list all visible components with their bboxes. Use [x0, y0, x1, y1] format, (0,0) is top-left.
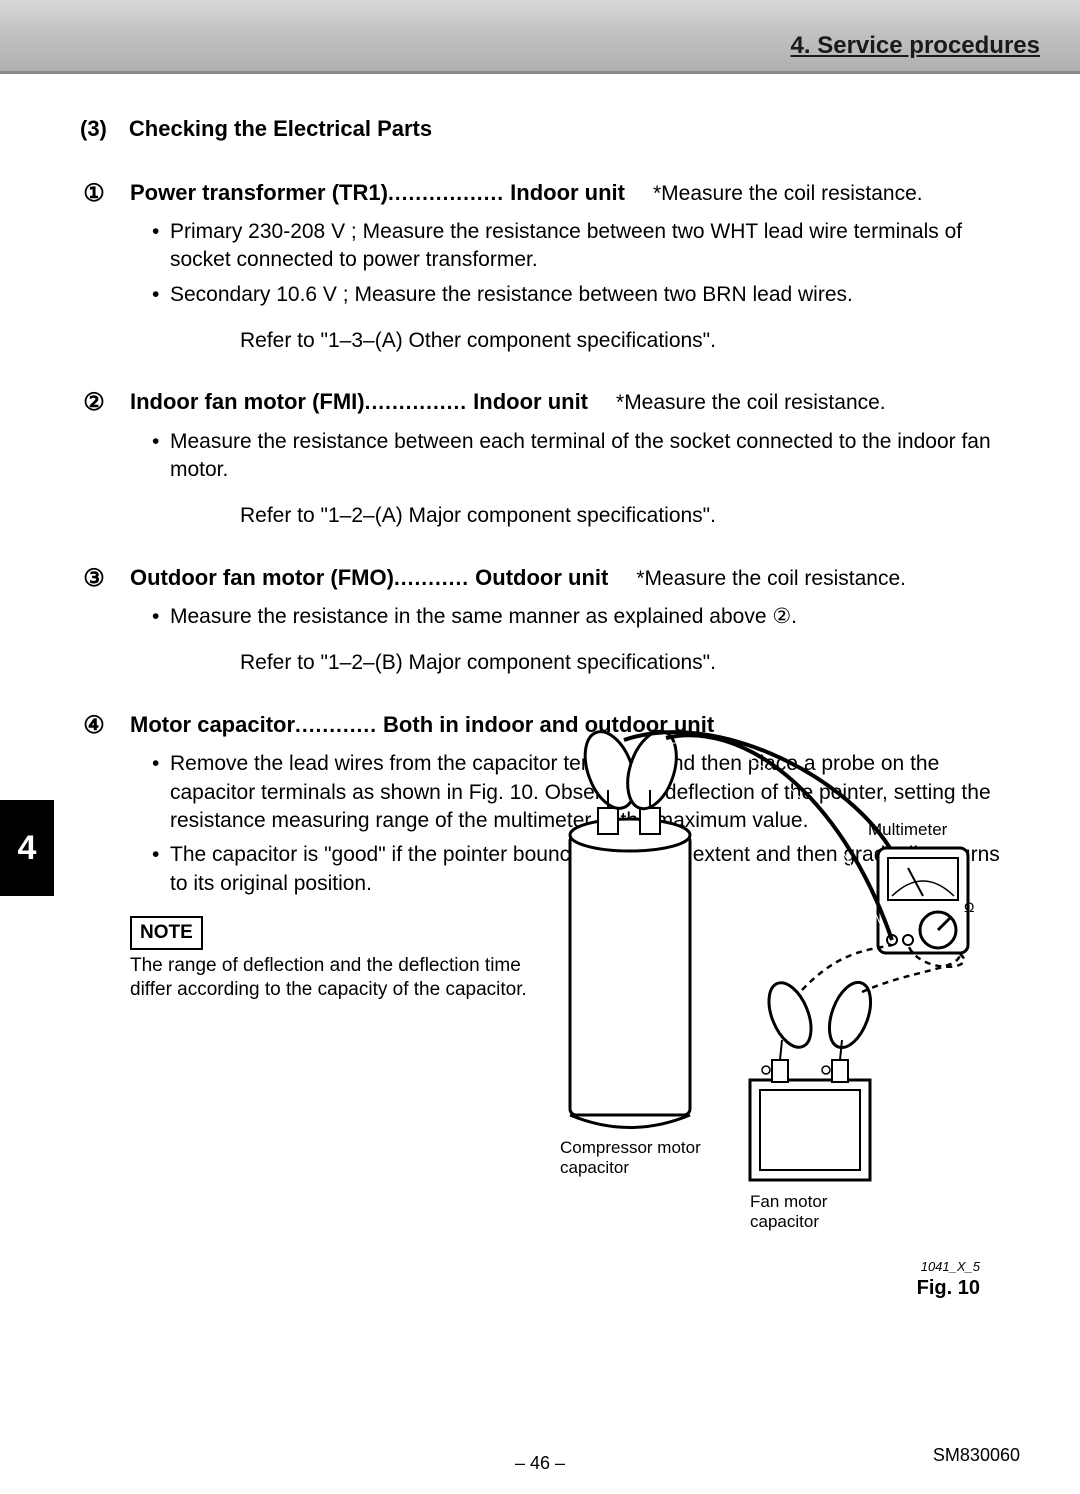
- label-compressor-capacitor: Compressor motor capacitor: [560, 1138, 701, 1178]
- item-name: Indoor fan motor (FMI): [130, 387, 365, 417]
- chapter-title: 4. Service procedures: [791, 32, 1040, 60]
- item-marker: ②: [80, 387, 108, 552]
- item-marker: ①: [80, 178, 108, 378]
- label-multimeter: Multimeter: [868, 820, 947, 840]
- leader-dots: .................: [388, 180, 504, 208]
- item-aside: *Measure the coil resistance.: [636, 565, 906, 593]
- figure-10: Ω Multimeter Compressor motor capacitor …: [540, 740, 1020, 1300]
- procedure-item: ② Indoor fan motor (FMI) ...............…: [80, 387, 1020, 552]
- item-unit: Indoor unit: [473, 387, 588, 417]
- chapter-tab: 4: [0, 800, 54, 896]
- item-aside: *Measure the coil resistance.: [616, 389, 886, 417]
- bullet: Measure the resistance between each term…: [152, 428, 1020, 485]
- procedure-item: ① Power transformer (TR1) ..............…: [80, 178, 1020, 378]
- item-unit: Indoor unit: [510, 178, 625, 208]
- bullet: Secondary 10.6 V ; Measure the resistanc…: [152, 281, 1020, 309]
- item-marker: ④: [80, 710, 108, 1003]
- note-block: NOTE The range of deflection and the def…: [130, 916, 560, 1003]
- section-number: (3): [80, 114, 107, 144]
- label-fan-capacitor: Fan motor capacitor: [750, 1192, 827, 1232]
- item-marker: ③: [80, 563, 108, 700]
- leader-dots: ...........: [394, 565, 469, 593]
- refer-line: Refer to "1–3–(A) Other component specif…: [130, 327, 1020, 355]
- bullet: Measure the resistance in the same manne…: [152, 603, 1020, 631]
- figure-ref-code: 1041_X_5: [921, 1259, 980, 1274]
- footer: – 46 –: [0, 1453, 1080, 1474]
- figure-caption: Fig. 10: [917, 1277, 980, 1300]
- note-label: NOTE: [130, 916, 203, 950]
- bullet: Primary 230-208 V ; Measure the resistan…: [152, 218, 1020, 275]
- leader-dots: ...............: [365, 389, 468, 417]
- header-band: 4. Service procedures: [0, 0, 1080, 74]
- item-name: Motor capacitor: [130, 710, 295, 740]
- item-name: Outdoor fan motor (FMO): [130, 563, 394, 593]
- leader-dots: ............: [295, 712, 377, 740]
- note-text: The range of deflection and the deflecti…: [130, 954, 560, 1003]
- item-aside: *Measure the coil resistance.: [653, 180, 923, 208]
- page-number: – 46 –: [0, 1453, 1080, 1474]
- item-unit: Outdoor unit: [475, 563, 608, 593]
- item-name: Power transformer (TR1): [130, 178, 388, 208]
- procedure-item: ③ Outdoor fan motor (FMO) ........... Ou…: [80, 563, 1020, 700]
- section-title: Checking the Electrical Parts: [129, 114, 432, 144]
- refer-line: Refer to "1–2–(A) Major component specif…: [130, 502, 1020, 530]
- refer-line: Refer to "1–2–(B) Major component specif…: [130, 649, 1020, 677]
- svg-text:Ω: Ω: [964, 899, 974, 915]
- section-heading: (3) Checking the Electrical Parts: [80, 114, 1020, 144]
